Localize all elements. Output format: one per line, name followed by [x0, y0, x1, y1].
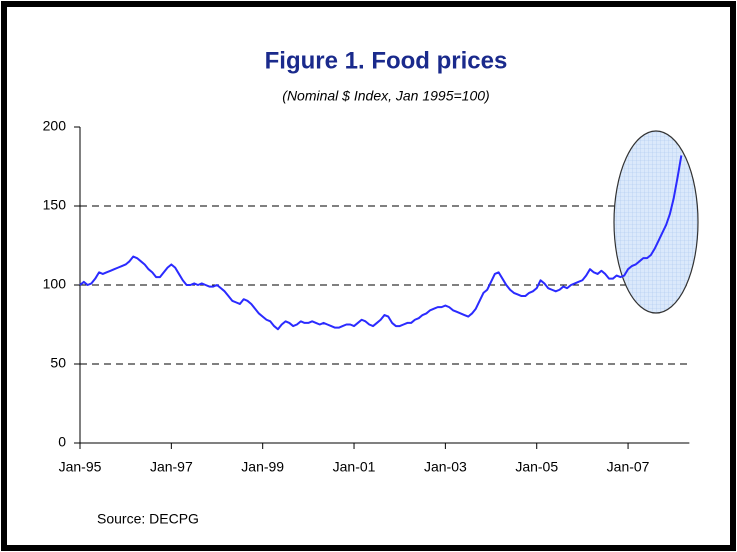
y-tick-label: 150 — [43, 197, 67, 213]
y-tick-label: 100 — [43, 276, 67, 292]
x-tick-label: Jan-05 — [515, 459, 558, 475]
chart-title: Figure 1. Food prices — [265, 47, 508, 74]
x-tick-label: Jan-97 — [150, 459, 193, 475]
chart-subtitle: (Nominal $ Index, Jan 1995=100) — [282, 88, 489, 104]
x-tick-label: Jan-95 — [59, 459, 102, 475]
data-line — [79, 155, 683, 331]
source-note: Source: DECPG — [97, 511, 199, 527]
y-tick-label: 50 — [50, 355, 66, 371]
y-tick-label: 0 — [58, 434, 66, 450]
highlight-ellipse — [613, 130, 699, 314]
x-tick-label: Jan-03 — [424, 459, 467, 475]
x-tick-label: Jan-99 — [241, 459, 284, 475]
x-tick-label: Jan-07 — [607, 459, 650, 475]
y-tick-label: 200 — [43, 118, 67, 134]
x-tick-label: Jan-01 — [333, 459, 376, 475]
